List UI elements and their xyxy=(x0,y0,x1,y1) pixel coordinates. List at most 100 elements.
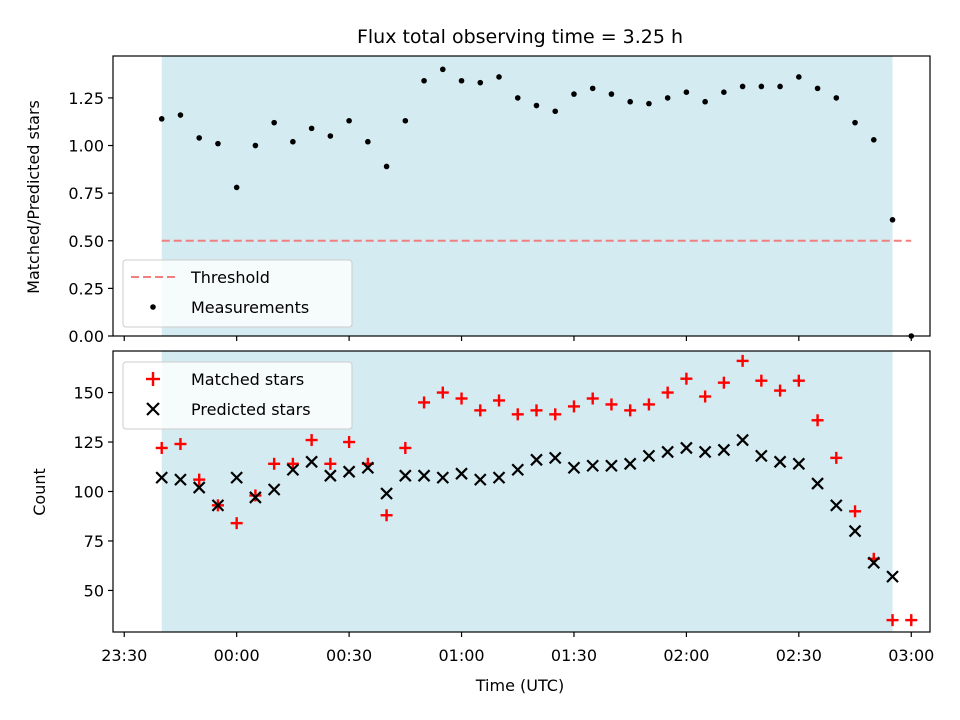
matched-stars-point xyxy=(436,386,449,399)
measurements-point xyxy=(683,89,690,95)
y-tick-label: 0.00 xyxy=(68,327,104,346)
predicted-stars-point xyxy=(342,465,356,478)
measurements-point xyxy=(290,138,296,145)
legend-matched-label: Matched stars xyxy=(191,370,304,389)
measurements-point xyxy=(383,163,390,170)
matched-stars-point xyxy=(549,408,562,421)
top-x-axis-ticks xyxy=(123,336,912,341)
measurements-point xyxy=(627,98,633,105)
predicted-stars-point xyxy=(792,457,806,471)
measurements-point xyxy=(439,66,446,73)
matched-stars-point xyxy=(886,614,899,627)
measurements-point xyxy=(327,133,334,139)
measurements-point xyxy=(552,108,559,115)
predicted-stars-point xyxy=(680,441,693,455)
measurements-point xyxy=(477,79,484,86)
measurements-point xyxy=(308,125,315,132)
predicted-stars-point xyxy=(755,449,768,463)
predicted-stars-point xyxy=(586,459,599,473)
legend-predicted-label: Predicted stars xyxy=(191,400,311,419)
predicted-stars-point xyxy=(249,491,262,504)
predicted-stars-point xyxy=(848,524,862,538)
measurements-point xyxy=(796,74,802,80)
bottom-panel-marks xyxy=(155,354,918,627)
x-axis-label: Time (UTC) xyxy=(475,676,564,695)
matched-stars-point xyxy=(230,517,243,530)
measurements-point xyxy=(833,95,840,101)
measurements-point xyxy=(608,91,615,97)
measurements-point xyxy=(252,142,259,149)
measurements-point xyxy=(514,95,521,101)
matched-stars-point xyxy=(717,376,730,389)
legend-threshold-label: Threshold xyxy=(190,268,270,287)
measurements-point xyxy=(215,140,221,147)
top-panel: 0.00 0.25 0.50 0.75 1.00 1.25 Matched/Predict… xyxy=(24,55,931,346)
matched-stars-point xyxy=(474,404,487,417)
matched-stars-point xyxy=(661,386,674,399)
matched-stars-point xyxy=(268,457,281,470)
predicted-stars-point xyxy=(473,473,487,486)
x-tick-label: 00:00 xyxy=(214,646,260,665)
predicted-stars-point xyxy=(698,445,712,459)
predicted-stars-point xyxy=(642,449,656,463)
predicted-stars-point xyxy=(530,453,543,467)
predicted-stars-point xyxy=(867,556,881,570)
legend-matched-swatch xyxy=(146,372,160,386)
bottom-plot-frame xyxy=(112,350,931,633)
predicted-stars-point xyxy=(417,469,431,482)
predicted-stars-point xyxy=(361,461,375,475)
top-plot-frame xyxy=(112,55,931,337)
predicted-stars-point xyxy=(155,471,168,484)
top-legend-box xyxy=(122,259,353,328)
y-tick-label: 1.00 xyxy=(68,137,104,156)
matched-stars-point xyxy=(586,392,599,405)
measurements-point xyxy=(346,117,352,124)
x-tick-label: 00:30 xyxy=(326,646,372,665)
matched-stars-point xyxy=(642,398,655,411)
predicted-stars-point xyxy=(192,481,206,494)
measurements-point xyxy=(421,77,427,84)
measurements-point xyxy=(177,112,184,118)
matched-stars-point xyxy=(343,436,356,449)
predicted-stars-point xyxy=(736,433,749,447)
bottom-y-axis-ticks: 50 75 100 125 150 xyxy=(73,384,113,600)
measurements-point xyxy=(814,85,821,92)
predicted-stars-point xyxy=(886,570,899,583)
y-tick-label: 150 xyxy=(73,384,104,403)
measurements-point xyxy=(571,91,577,97)
bottom-panel: 50 75 100 125 150 23:30 00:00 00:30 01:00 01:30 0… xyxy=(30,350,934,695)
matched-stars-point xyxy=(249,489,262,502)
x-tick-label: 02:00 xyxy=(663,646,709,665)
predicted-stars-point xyxy=(773,455,787,469)
matched-stars-point xyxy=(193,473,206,486)
predicted-stars-point xyxy=(267,483,281,496)
matched-stars-point xyxy=(511,408,524,421)
top-legend: Threshold Measurements xyxy=(122,259,353,328)
measurements-point xyxy=(496,74,502,80)
measurements-point xyxy=(889,217,896,223)
measurements-point xyxy=(870,137,877,143)
predicted-stars-point xyxy=(324,469,337,482)
predicted-stars-point xyxy=(436,471,450,484)
measurements-point xyxy=(739,83,746,90)
x-tick-label: 01:00 xyxy=(438,646,484,665)
y-tick-label: 0.75 xyxy=(68,184,104,203)
x-tick-label: 01:30 xyxy=(551,646,597,665)
measurements-point xyxy=(758,83,765,90)
legend-predicted-swatch xyxy=(146,402,160,416)
measurements-point xyxy=(365,138,371,145)
measurements-point xyxy=(589,85,596,92)
top-panel-marks xyxy=(158,66,915,339)
matched-stars-point xyxy=(493,394,506,407)
matched-stars-point xyxy=(399,441,412,454)
predicted-stars-point xyxy=(380,487,393,500)
measurements-point xyxy=(271,119,277,126)
measurements-point xyxy=(777,83,783,90)
matched-stars-point xyxy=(324,457,337,470)
matched-stars-point xyxy=(680,372,693,385)
measurements-point xyxy=(533,102,540,109)
measurements-point xyxy=(646,100,652,107)
matched-stars-point xyxy=(736,354,749,367)
predicted-stars-point xyxy=(830,499,843,512)
matched-stars-point xyxy=(455,392,468,405)
